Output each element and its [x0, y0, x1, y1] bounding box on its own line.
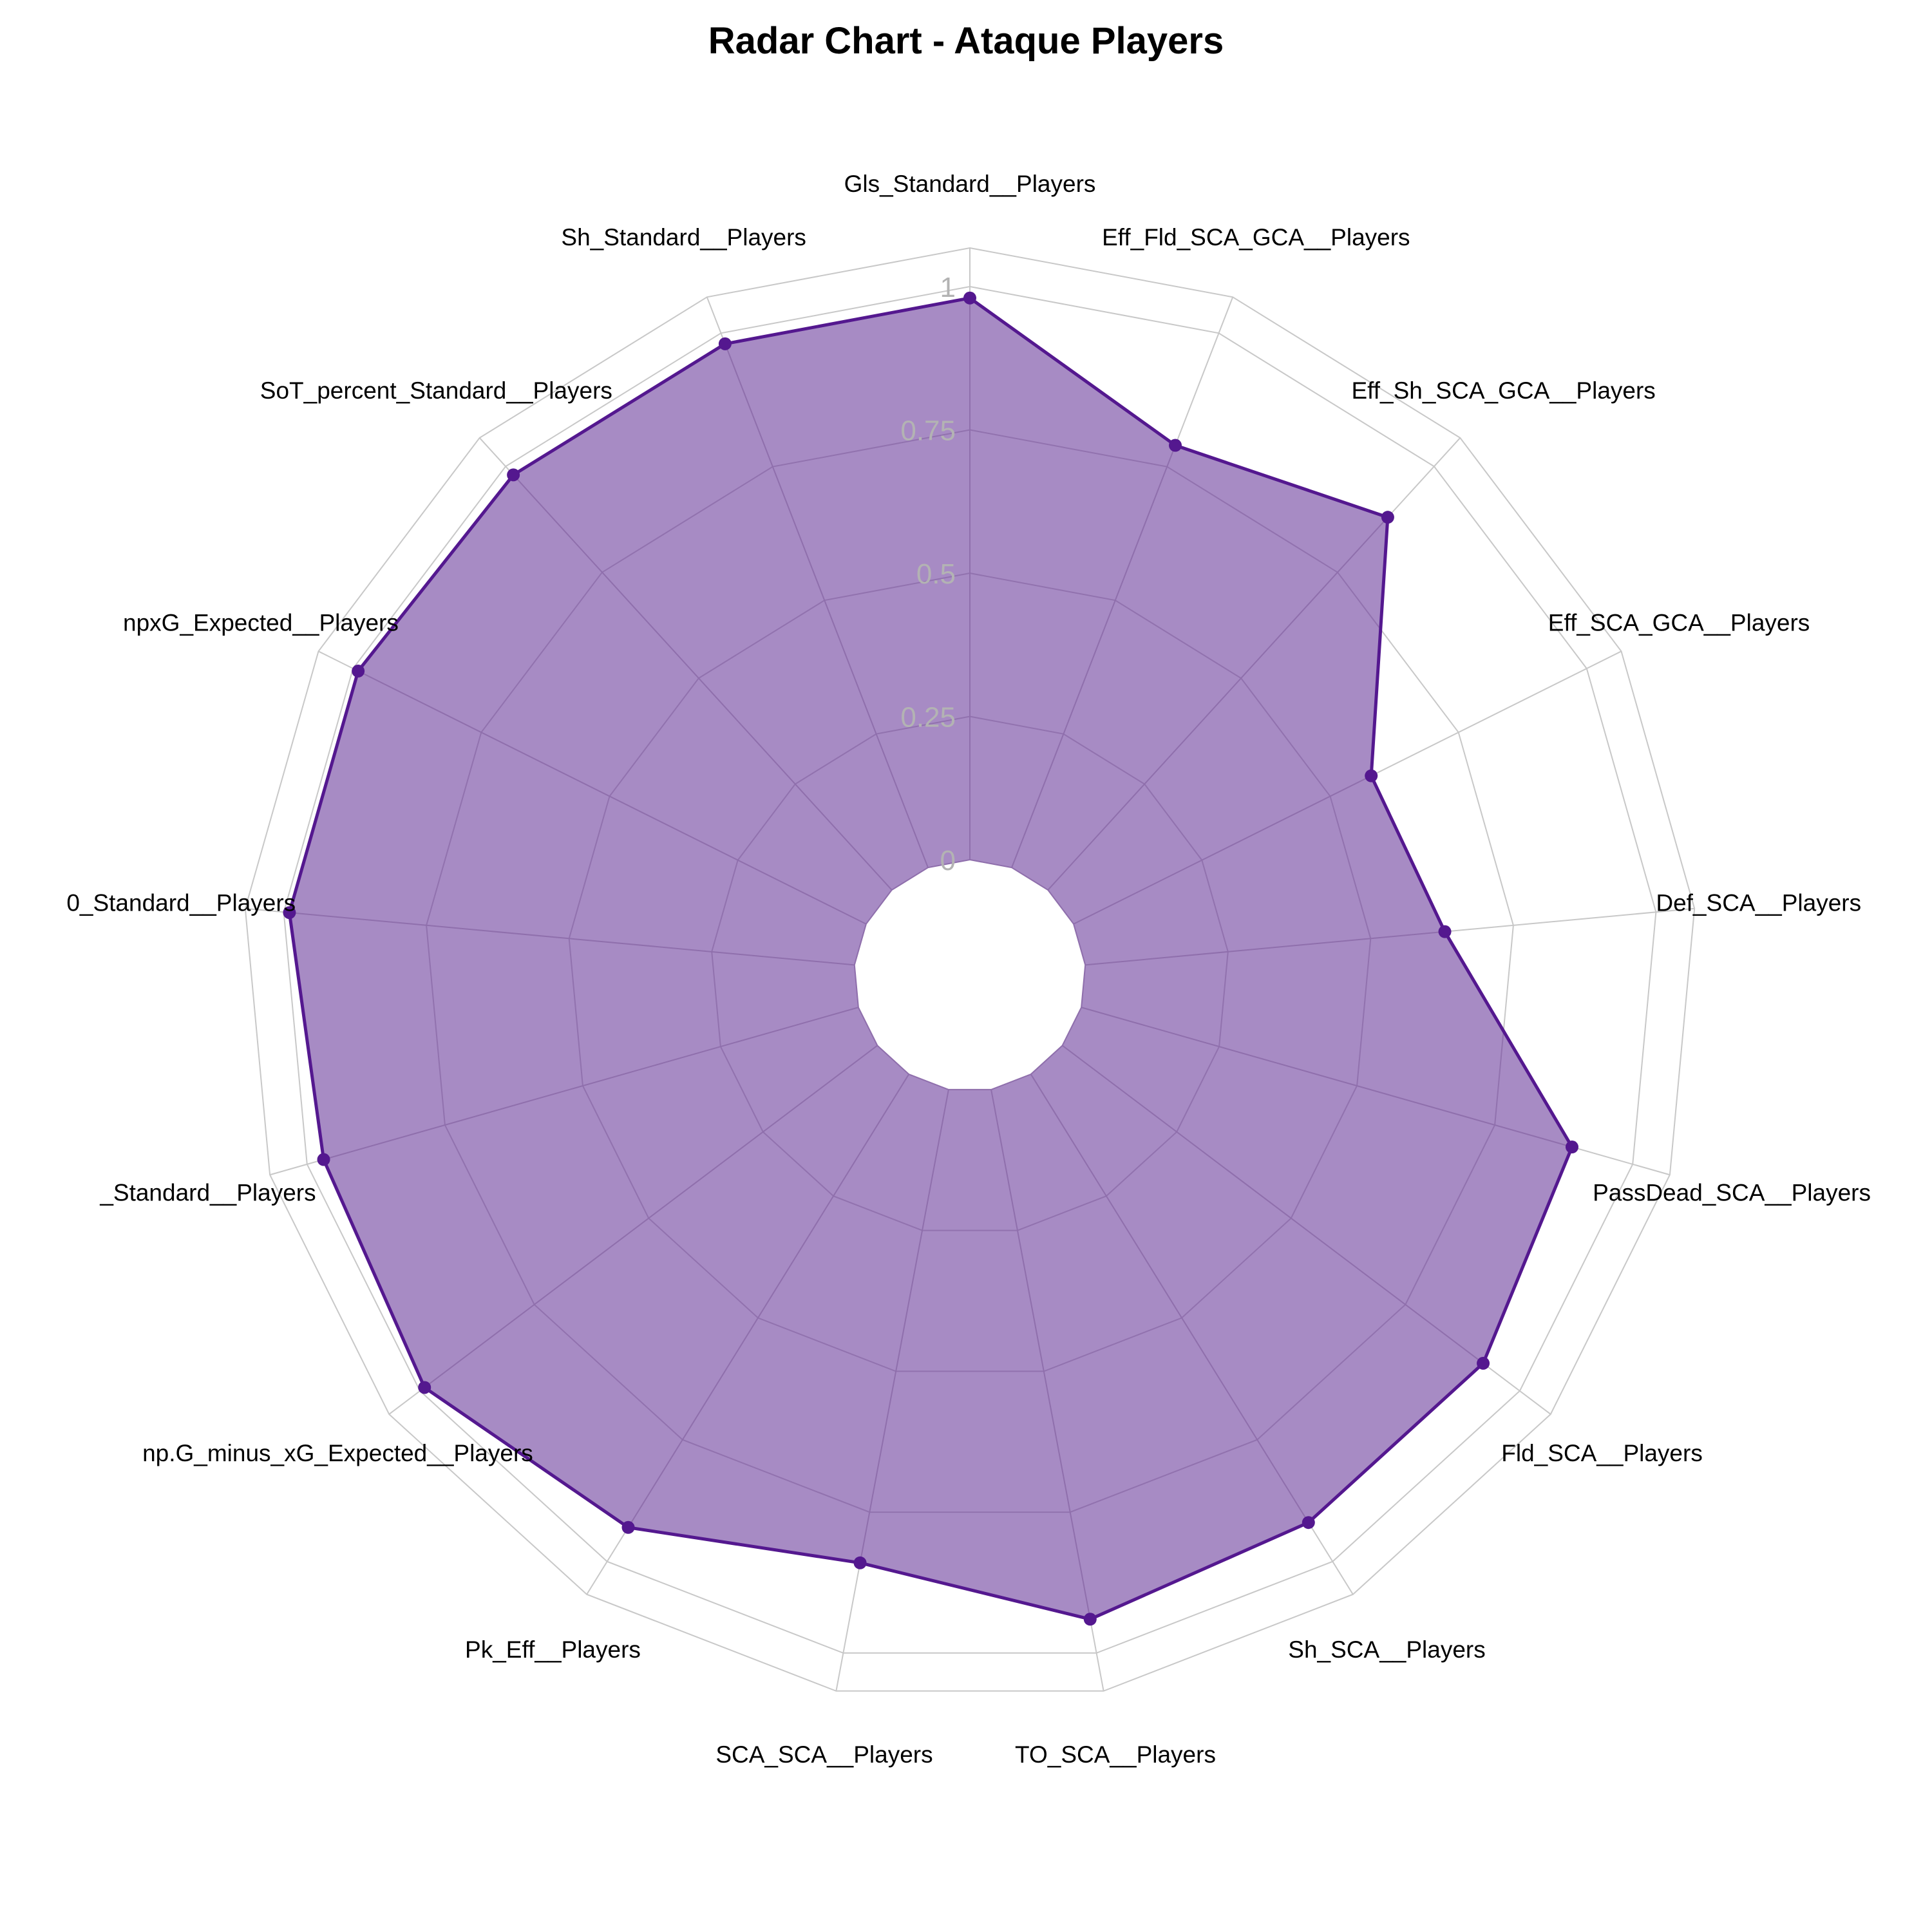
axis-label: 0_Standard__Players	[66, 890, 296, 916]
grid-spoke-inner	[1085, 907, 1572, 966]
axis-label: Fld_SCA__Players	[1501, 1440, 1703, 1466]
grid-spoke-inner	[478, 437, 893, 891]
axis-label: PassDead_SCA__Players	[1593, 1180, 1871, 1206]
r-tick-label: 0.75	[900, 415, 956, 447]
grid-ring-4	[283, 285, 1657, 1654]
axis-labels: Gls_Standard__Players Eff_Fld_SCA_GCA__Pl…	[66, 171, 1871, 1768]
r-tick-label: 1	[940, 272, 956, 303]
grid-center	[853, 858, 1086, 1090]
grid-spoke-inner	[1062, 1045, 1551, 1415]
axis-label: Eff_Fld_SCA_GCA__Players	[1102, 224, 1410, 251]
r-tick-label: 0.5	[916, 558, 956, 590]
series-point	[507, 468, 520, 482]
axis-label: SCA_SCA__Players	[715, 1741, 933, 1768]
axis-label: TO_SCA__Players	[1015, 1741, 1216, 1768]
series-point	[1438, 925, 1452, 938]
series-point	[418, 1381, 431, 1394]
series-point	[1565, 1141, 1578, 1154]
axis-label: SoT_percent_Standard__Players	[260, 377, 612, 404]
grid-ring-outer	[244, 247, 1696, 1692]
grid-spoke-inner	[388, 1045, 878, 1415]
axis-label: Sh_Standard__Players	[561, 224, 806, 251]
grid-spoke-inner	[289, 907, 855, 966]
axis-label: np.G_minus_xG_Expected__Players	[142, 1440, 533, 1466]
axis-label: _Standard__Players	[99, 1180, 316, 1206]
axis-label: npxG_Expected__Players	[123, 610, 399, 636]
grid-ring-inner-2	[568, 572, 1372, 1372]
series-point	[1381, 511, 1394, 524]
r-tick-labels: 0 0.25 0.5 0.75 1	[900, 272, 956, 876]
series-point	[1477, 1356, 1490, 1370]
r-tick-label: 0	[940, 845, 956, 876]
grid-spoke-inner	[318, 650, 867, 925]
series-point	[853, 1556, 867, 1569]
series-point	[352, 665, 365, 678]
series-point	[1302, 1516, 1315, 1530]
series-point	[963, 291, 976, 305]
series-point	[317, 1153, 330, 1166]
grid-spoke-inner	[586, 1074, 910, 1595]
series-outline	[283, 291, 1578, 1626]
r-tick-label: 0.25	[900, 702, 956, 734]
axis-label: Eff_Sh_SCA_GCA__Players	[1351, 377, 1655, 404]
grid-spoke-inner	[1030, 1074, 1354, 1595]
series-point	[1169, 439, 1182, 452]
series-line-0	[287, 296, 1574, 1621]
chart-title: Radar Chart - Ataque Players	[708, 20, 1224, 62]
grid-ring-inner-1	[711, 715, 1229, 1231]
series-point	[718, 337, 732, 350]
grid-spoke-inner	[990, 1089, 1104, 1620]
grid-spoke-inner	[289, 1007, 859, 1176]
series-point	[283, 906, 296, 920]
axis-label: Sh_SCA__Players	[1288, 1636, 1485, 1663]
axis-label: Def_SCA__Players	[1656, 890, 1861, 916]
series-point	[1365, 769, 1378, 782]
axis-label: Pk_Eff__Players	[465, 1636, 641, 1663]
axis-label: Eff_SCA_GCA__Players	[1548, 610, 1810, 636]
series-point	[1083, 1613, 1097, 1626]
grid-spoke-inner	[706, 298, 929, 868]
axis-label: Gls_Standard__Players	[844, 171, 1096, 197]
series-point	[621, 1520, 635, 1534]
